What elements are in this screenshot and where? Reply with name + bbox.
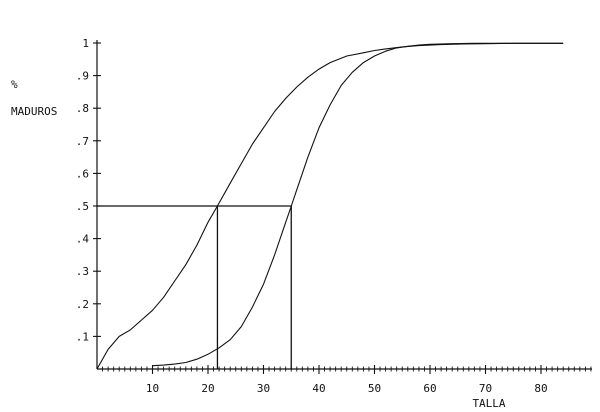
x-tick-group: 10 20 30 40 50 60 70 80 xyxy=(102,365,592,395)
y-tick-label: .9 xyxy=(76,70,89,83)
x-tick-label: 50 xyxy=(368,382,381,395)
x-tick-label: 40 xyxy=(312,382,325,395)
series-line-1 xyxy=(96,42,564,370)
y-tick-label: .1 xyxy=(76,330,89,343)
x-tick-label: 10 xyxy=(146,382,159,395)
y-tick-label: .7 xyxy=(76,135,89,148)
y-axis-title-line2: MADUROS xyxy=(11,105,57,118)
y-axis-title-line1: % xyxy=(11,78,18,91)
x-axis-title: TALLA xyxy=(472,397,505,410)
x-tick-label: 80 xyxy=(534,382,547,395)
y-tick-label: .8 xyxy=(76,102,89,115)
x-tick-label: 70 xyxy=(479,382,492,395)
series-line-2 xyxy=(152,42,564,367)
reference-lines xyxy=(97,205,292,369)
x-tick-label: 30 xyxy=(257,382,270,395)
y-tick-group: .1 .2 .3 .4 .5 .6 .7 .8 .9 1 xyxy=(76,37,101,343)
x-tick-label: 20 xyxy=(201,382,214,395)
y-tick-label: .2 xyxy=(76,298,89,311)
y-tick-label: .3 xyxy=(76,265,89,278)
y-tick-label: .4 xyxy=(76,233,90,246)
y-tick-label: 1 xyxy=(82,37,89,50)
y-tick-label: .5 xyxy=(76,200,89,213)
x-tick-label: 60 xyxy=(423,382,436,395)
axes xyxy=(96,40,592,370)
series-group xyxy=(96,42,564,370)
y-tick-label: .6 xyxy=(76,167,89,180)
